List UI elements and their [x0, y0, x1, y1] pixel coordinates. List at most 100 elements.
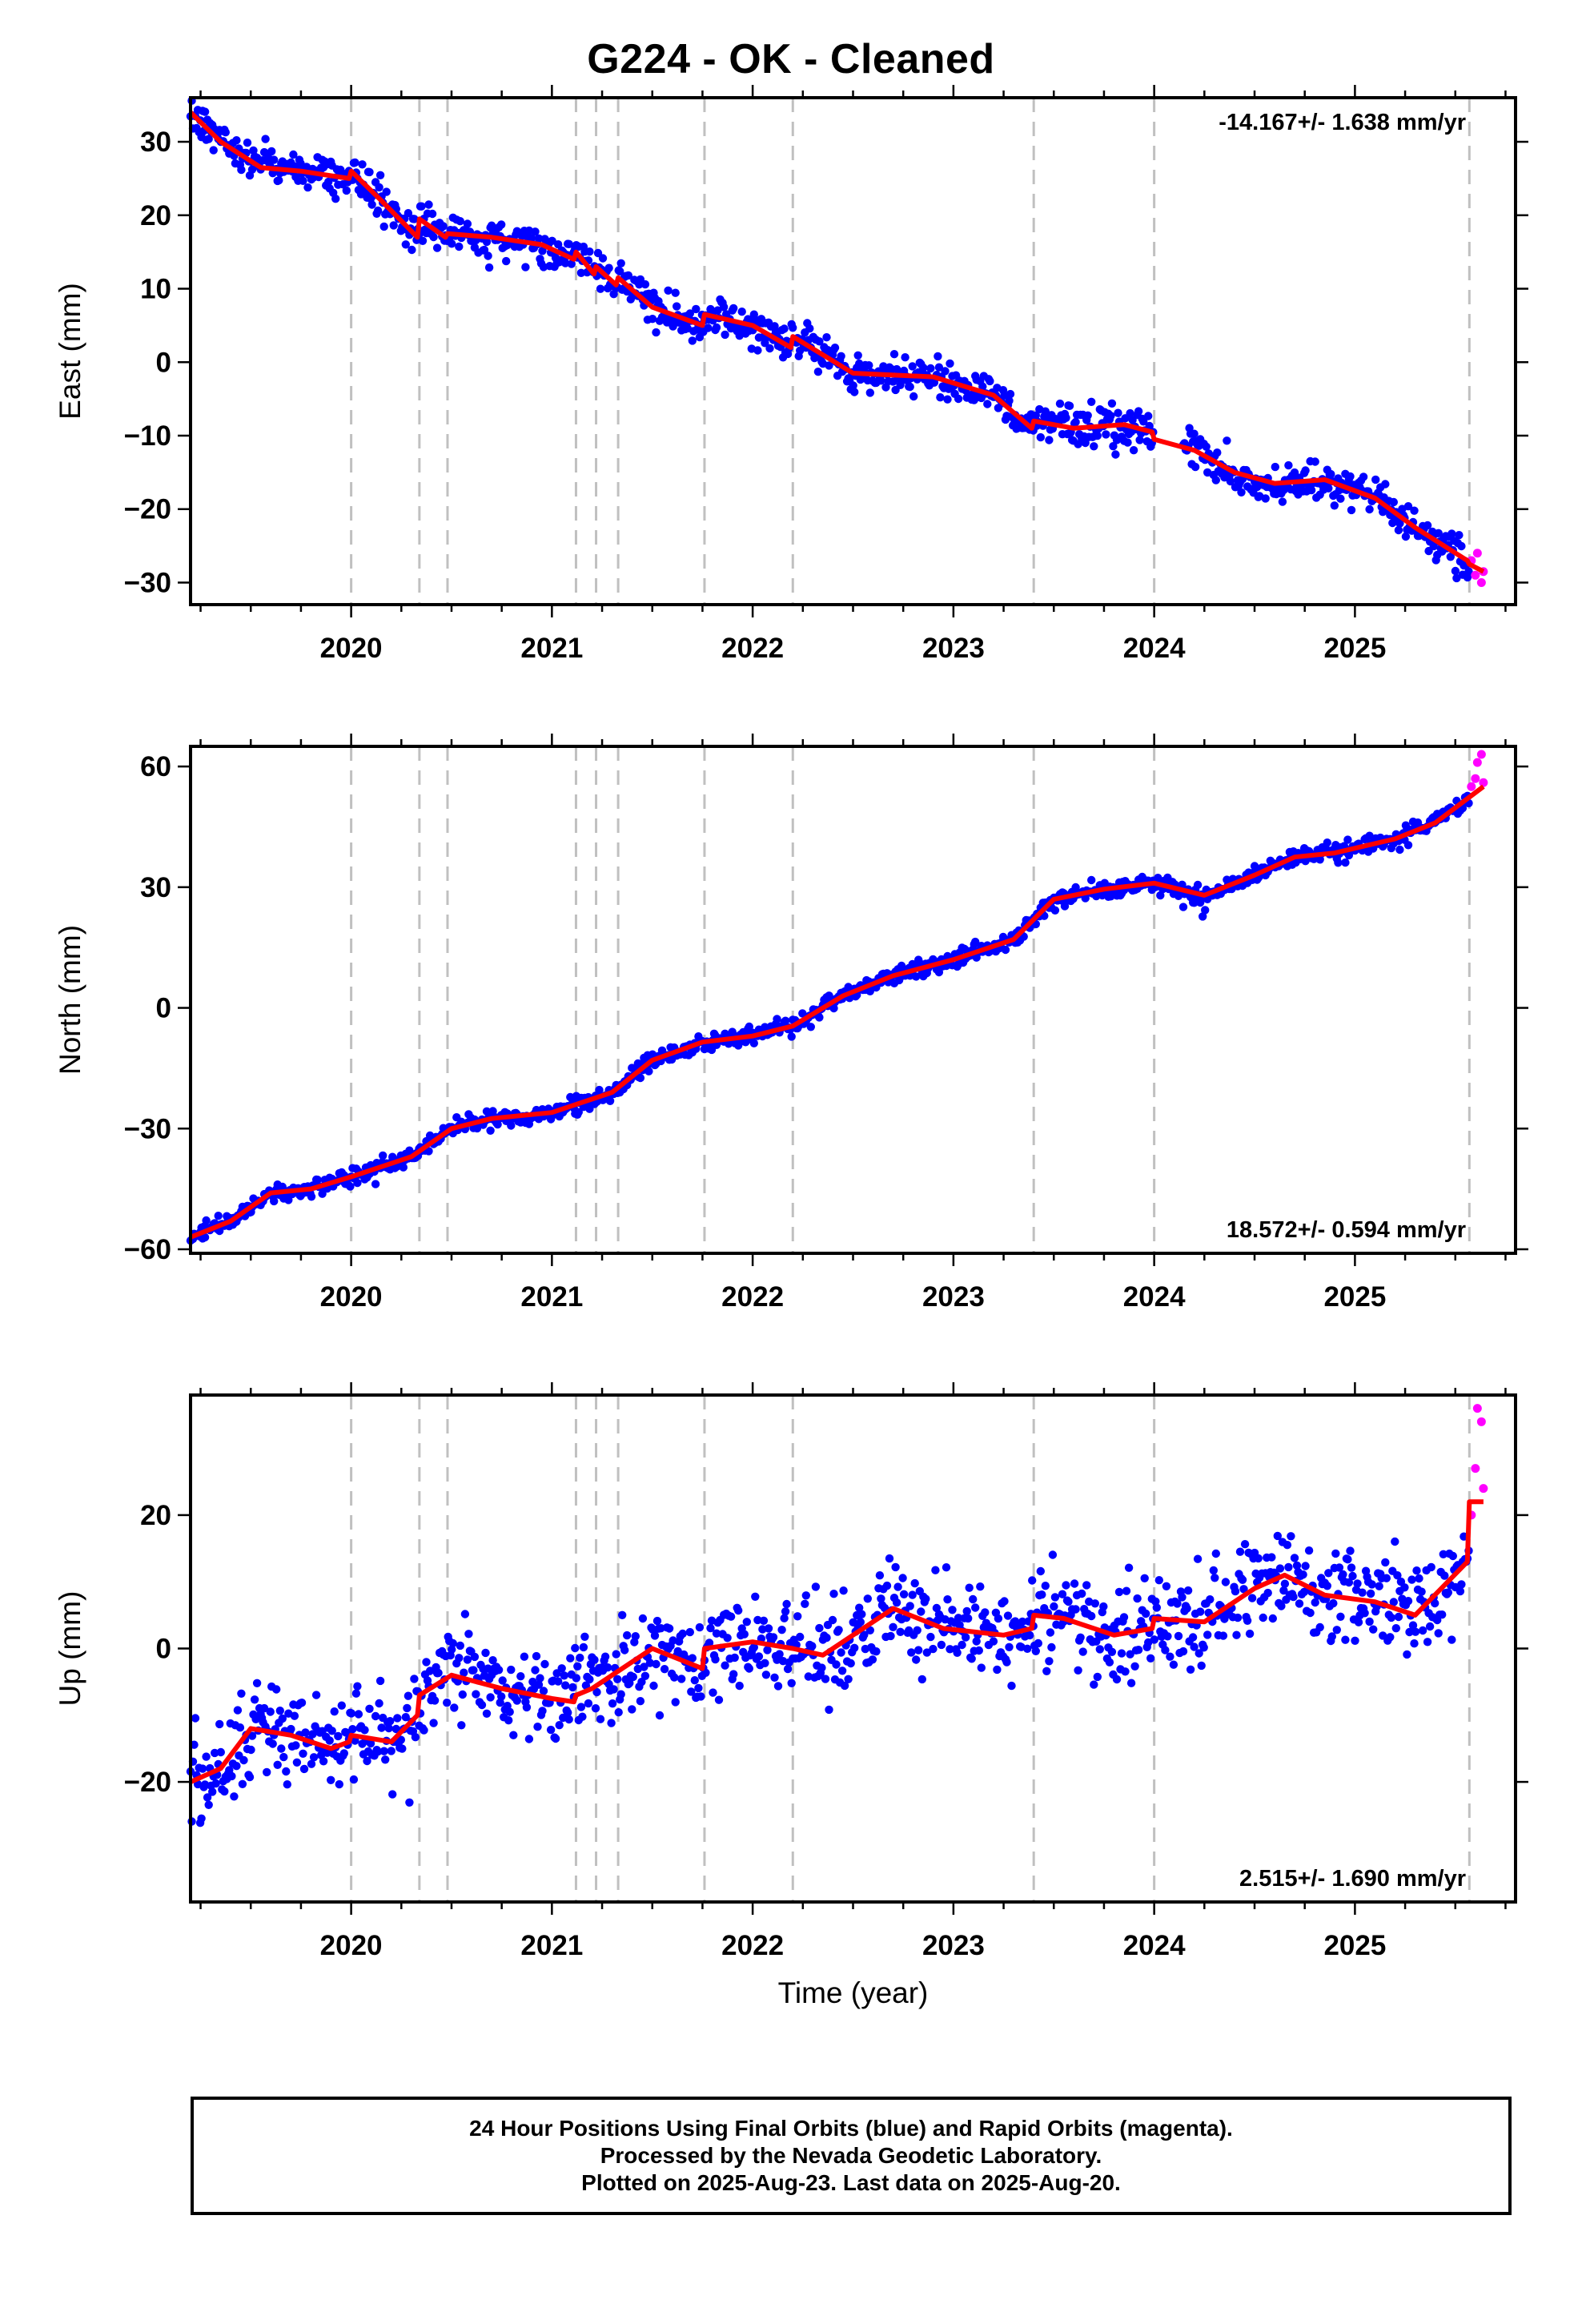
data-point	[1209, 1566, 1219, 1575]
x-tick-label: 2024	[1123, 1281, 1186, 1313]
y-tick-label: −20	[124, 494, 171, 525]
data-point	[428, 209, 437, 219]
data-point	[375, 1676, 385, 1686]
data-point	[1099, 1602, 1108, 1611]
data-point	[1254, 1554, 1263, 1563]
data-point	[1006, 389, 1015, 399]
data-point	[1226, 476, 1235, 486]
velocity-label: 18.572+/- 0.594 mm/yr	[1227, 1217, 1466, 1243]
data-point	[493, 1120, 502, 1129]
data-point	[299, 1749, 307, 1758]
data-point	[1279, 1586, 1288, 1595]
data-point	[1231, 1586, 1240, 1596]
data-point	[1408, 1621, 1418, 1630]
data-point	[648, 315, 657, 324]
data-point	[1126, 1679, 1136, 1687]
data-point	[342, 1728, 351, 1737]
data-point	[885, 1554, 894, 1563]
data-point	[215, 1719, 224, 1729]
data-point	[353, 1178, 362, 1188]
data-point	[401, 240, 410, 249]
data-point	[1429, 541, 1438, 551]
data-point	[486, 1693, 495, 1702]
data-point	[729, 1670, 738, 1679]
y-tick-label: 20	[140, 200, 171, 231]
data-point	[235, 1723, 245, 1732]
data-point	[1082, 1581, 1091, 1590]
data-point	[307, 1192, 316, 1201]
rapid-point	[1472, 549, 1482, 558]
x-tick-label: 2024	[1123, 633, 1186, 664]
y-tick-label: −30	[124, 1113, 171, 1144]
data-point	[914, 1646, 923, 1655]
data-point	[1341, 1635, 1350, 1644]
data-point	[1126, 408, 1134, 418]
data-point	[964, 1614, 973, 1623]
data-point	[1117, 1649, 1126, 1658]
data-point	[1387, 1613, 1396, 1622]
data-point	[247, 1731, 257, 1740]
data-point	[1144, 412, 1153, 420]
data-point	[1411, 1627, 1420, 1636]
data-point	[695, 1622, 705, 1632]
data-point	[1324, 484, 1333, 493]
data-point	[203, 1793, 212, 1802]
data-point	[834, 1626, 843, 1634]
data-point	[1403, 502, 1413, 511]
data-point	[1351, 1636, 1359, 1645]
data-point	[989, 1637, 998, 1646]
data-point	[745, 1664, 753, 1673]
data-point	[761, 1671, 771, 1679]
data-point	[612, 1650, 620, 1659]
data-point	[404, 209, 413, 218]
data-point	[781, 1607, 790, 1616]
data-point	[1304, 1546, 1314, 1555]
data-point	[787, 1679, 796, 1687]
data-point	[1139, 417, 1148, 426]
data-point	[912, 972, 921, 981]
data-point	[432, 243, 442, 252]
data-point	[1163, 1632, 1172, 1641]
data-point	[1031, 1647, 1041, 1655]
x-tick-label: 2022	[721, 1930, 784, 1961]
data-point	[1359, 472, 1368, 481]
data-point	[1448, 1551, 1458, 1561]
data-point	[522, 1703, 532, 1712]
data-point	[1277, 1602, 1286, 1610]
velocity-label: -14.167+/- 1.638 mm/yr	[1219, 110, 1466, 135]
data-point	[497, 1692, 506, 1701]
data-point	[1427, 1562, 1435, 1572]
data-point	[1329, 1598, 1338, 1608]
data-point	[1058, 1590, 1067, 1598]
data-point	[926, 1632, 935, 1642]
data-point	[986, 376, 994, 386]
data-point	[1036, 1566, 1046, 1576]
data-point	[1090, 1680, 1098, 1689]
data-point	[801, 1591, 810, 1600]
data-point	[538, 1707, 547, 1715]
data-point	[1124, 1563, 1134, 1572]
data-point	[267, 147, 276, 156]
data-point	[498, 1676, 507, 1685]
data-point	[815, 337, 824, 346]
data-point	[1034, 1638, 1043, 1648]
data-point	[1199, 912, 1207, 921]
data-point	[1105, 1658, 1114, 1667]
data-point	[687, 1687, 696, 1696]
data-point	[216, 1747, 225, 1757]
data-point	[1050, 906, 1060, 915]
data-point	[1369, 1625, 1378, 1634]
data-point	[448, 239, 456, 248]
data-point	[548, 236, 556, 245]
data-point	[849, 1618, 857, 1627]
data-point	[726, 1612, 736, 1621]
data-point	[1403, 1597, 1413, 1606]
data-point	[1190, 1642, 1199, 1651]
data-point	[1299, 1570, 1307, 1579]
data-point	[531, 227, 540, 236]
data-point	[448, 1638, 457, 1648]
data-point	[1240, 1540, 1250, 1549]
data-point	[1213, 448, 1222, 457]
data-point	[335, 1779, 343, 1789]
data-point	[729, 304, 738, 313]
